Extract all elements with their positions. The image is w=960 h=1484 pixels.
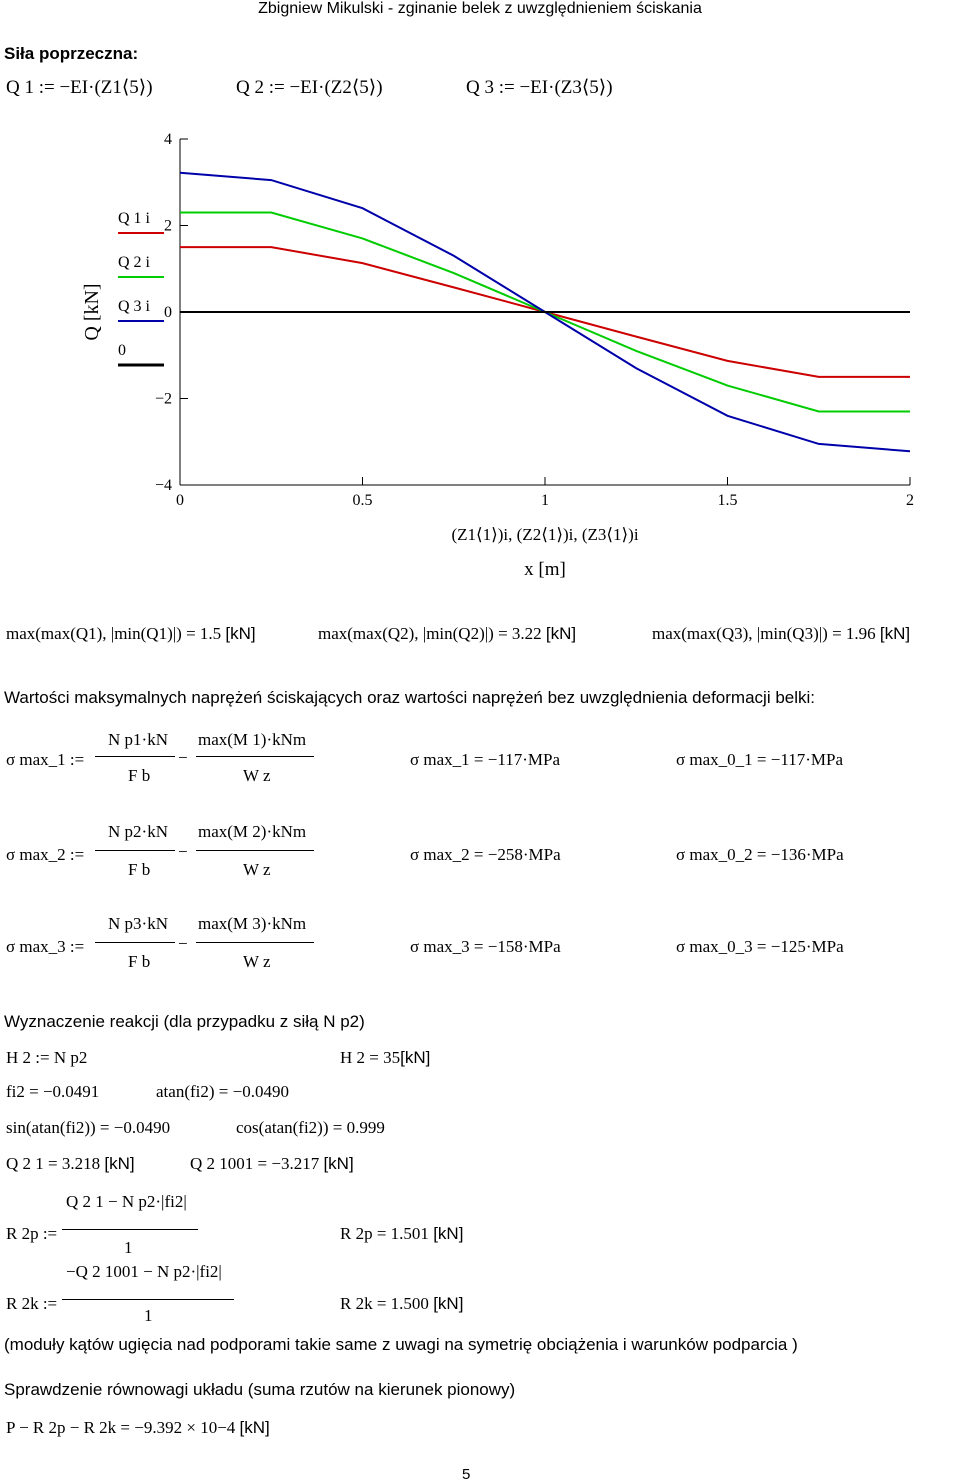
x-tick-label: 0.5 (353, 492, 373, 509)
stress-den2-1: W z (243, 766, 271, 785)
y-tick-label: 0 (164, 304, 172, 321)
stress-num2-3: max(M 3)·kNm (198, 914, 307, 933)
legend-label-3: Q 3 i (118, 298, 151, 315)
r2p-numerator: Q 2 1 − N p2·|fi2| (66, 1192, 187, 1211)
stress-den2-2: W z (243, 860, 271, 879)
stress-result-1: σ max_1 = −117·MPa (410, 750, 561, 769)
minus-sign: − (178, 748, 188, 767)
sin-value: sin(atan(fi2)) = −0.0490 (6, 1118, 171, 1137)
r2k-numerator: −Q 2 1001 − N p2·|fi2| (66, 1262, 222, 1281)
stress-result0-3: σ max_0_3 = −125·MPa (676, 937, 844, 956)
stress-den1-3: F b (128, 952, 151, 971)
equilibrium-check: P − R 2p − R 2k = −9.392 × 10−4 [kN] (6, 1418, 270, 1437)
r2k-result: R 2k = 1.500 [kN] (340, 1294, 464, 1313)
section-title-equilibrium: Sprawdzenie równowagi układu (suma rzutó… (4, 1380, 516, 1399)
section-title-reactions: Wyznaczenie reakcji (dla przypadku z sił… (4, 1012, 365, 1031)
minus-sign: − (178, 842, 188, 861)
stress-den1-1: F b (128, 766, 151, 785)
x-expression: (Z1⟨1⟩)i, (Z2⟨1⟩)i, (Z3⟨1⟩)i (451, 525, 638, 544)
max-q3-expr: max(max(Q3), |min(Q3)|) = 1.96 [kN] (652, 624, 911, 643)
stress-result-2: σ max_2 = −258·MPa (410, 845, 561, 864)
minus-sign: − (178, 934, 188, 953)
stress-lhs-1: σ max_1 := (6, 750, 85, 769)
stress-result-3: σ max_3 = −158·MPa (410, 937, 561, 956)
section-title-shear: Siła poprzeczna: (4, 44, 139, 63)
y-tick-label: 2 (164, 218, 172, 235)
x-tick-label: 1.5 (718, 492, 738, 509)
fraction-bar (196, 850, 314, 851)
legend-label-1: Q 1 i (118, 210, 151, 227)
stress-num1-2: N p2·kN (108, 822, 168, 841)
fraction-bar (196, 756, 314, 757)
q2-last-value: Q 2 1001 = −3.217 [kN] (190, 1154, 354, 1173)
fraction-bar (62, 1229, 198, 1230)
x-tick-label: 1 (541, 492, 549, 509)
page-header: Zbigniew Mikulski - zginanie belek z uwz… (258, 0, 702, 17)
r2k-denominator: 1 (144, 1306, 153, 1325)
shear-force-chart: 420−2−40 0.5 1 1.5 2Q [kN]Q 1 iQ 2 iQ 3 i0(Z… (81, 131, 914, 580)
x-tick-label: 0 (176, 492, 184, 509)
page-number: 5 (462, 1466, 471, 1483)
h2-result: H 2 = 35[kN] (340, 1048, 431, 1067)
fraction-bar (196, 942, 314, 943)
stress-result0-2: σ max_0_2 = −136·MPa (676, 845, 844, 864)
r2k-lhs: R 2k := (6, 1294, 58, 1313)
symmetry-note: (moduły kątów ugięcia nad podporami taki… (4, 1335, 798, 1354)
fraction-bar (95, 756, 175, 757)
y-tick-label: 4 (164, 131, 172, 148)
stress-num2-1: max(M 1)·kNm (198, 730, 307, 749)
x-tick-label: 2 (906, 492, 914, 509)
cos-value: cos(atan(fi2)) = 0.999 (236, 1118, 385, 1137)
r2p-result: R 2p = 1.501 [kN] (340, 1224, 464, 1243)
stress-result0-1: σ max_0_1 = −117·MPa (676, 750, 844, 769)
fraction-bar (62, 1299, 234, 1300)
shear-def-q3: Q 3 := −EI·(Z3⟨5⟩) (466, 77, 613, 98)
stress-num1-3: N p3·kN (108, 914, 168, 933)
max-q1-expr: max(max(Q1), |min(Q1)|) = 1.5 [kN] (6, 624, 256, 643)
atan-value: atan(fi2) = −0.0490 (156, 1082, 289, 1101)
q2-first-value: Q 2 1 = 3.218 [kN] (6, 1154, 135, 1173)
stress-num2-2: max(M 2)·kNm (198, 822, 307, 841)
y-tick-label: −2 (155, 391, 172, 408)
x-axis-label: x [m] (524, 559, 566, 580)
shear-def-q2: Q 2 := −EI·(Z2⟨5⟩) (236, 77, 383, 98)
fraction-bar (95, 942, 175, 943)
r2p-denominator: 1 (124, 1238, 133, 1257)
stress-den2-3: W z (243, 952, 271, 971)
fi2-value: fi2 = −0.0491 (6, 1082, 100, 1101)
section-title-stress: Wartości maksymalnych naprężeń ściskając… (4, 688, 816, 707)
stress-num1-1: N p1·kN (108, 730, 168, 749)
y-tick-label: −4 (155, 477, 172, 494)
max-q2-expr: max(max(Q2), |min(Q2)|) = 3.22 [kN] (318, 624, 577, 643)
legend-label-2: Q 2 i (118, 254, 151, 271)
y-axis-label: Q [kN] (81, 283, 103, 340)
stress-den1-2: F b (128, 860, 151, 879)
legend-label-4: 0 (118, 342, 126, 359)
r2p-lhs: R 2p := (6, 1224, 58, 1243)
shear-def-q1: Q 1 := −EI·(Z1⟨5⟩) (6, 77, 153, 98)
stress-lhs-3: σ max_3 := (6, 937, 85, 956)
h2-definition: H 2 := N p2 (6, 1048, 88, 1067)
stress-lhs-2: σ max_2 := (6, 845, 85, 864)
fraction-bar (95, 850, 175, 851)
